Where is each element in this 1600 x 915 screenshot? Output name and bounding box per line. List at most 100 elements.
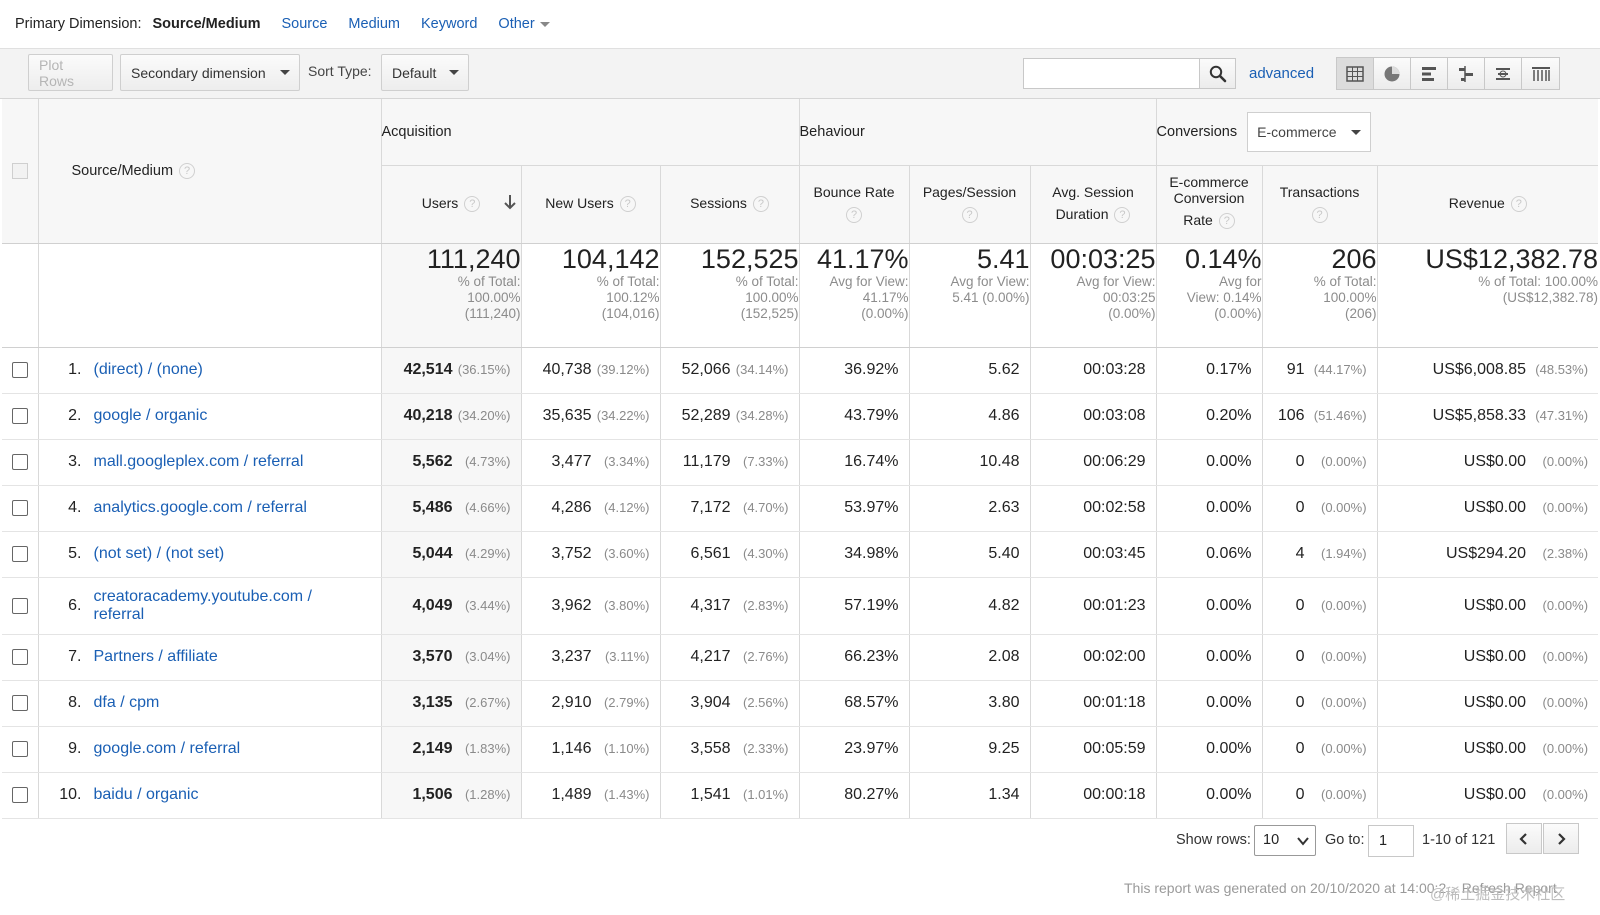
row-checkbox[interactable] [11, 597, 28, 614]
chevron-right-icon [1558, 832, 1566, 845]
help-icon[interactable]: ? [464, 196, 481, 213]
show-rows-label: Show rows: [1176, 832, 1251, 848]
dimension-header[interactable]: Source/Medium? [38, 99, 382, 244]
sort-descending-icon [503, 194, 516, 209]
source-medium-link[interactable]: google / organic [93, 407, 208, 424]
ecr-value: 0.00% [1206, 499, 1252, 516]
source-medium-link[interactable]: (not set) / (not set) [93, 545, 225, 562]
avg-duration-cell: 00:03:28 [1030, 347, 1157, 394]
transactions-total-cell: 206 % of Total: 100.00% (206) [1262, 243, 1378, 348]
plot-rows-button[interactable]: Plot Rows [28, 54, 113, 91]
sessions-percent: (7.33%) [742, 454, 789, 469]
new-users-column-header[interactable]: New Users? [521, 165, 661, 244]
sessions-column-header[interactable]: Sessions? [660, 165, 800, 244]
show-rows-select[interactable]: 10 [1254, 825, 1316, 856]
next-page-button[interactable] [1543, 823, 1579, 854]
ecommerce-conversion-rate-column-header[interactable]: E-commerce Conversion Rate? [1156, 165, 1263, 244]
pie-view-button[interactable] [1374, 58, 1411, 89]
source-medium-link[interactable]: (direct) / (none) [93, 361, 203, 378]
new-users-value: 35,635 [542, 407, 592, 424]
row-index: 8. [68, 694, 82, 711]
goto-page-input[interactable]: 1 [1368, 825, 1414, 857]
transactions-column-header[interactable]: Transactions? [1262, 165, 1378, 244]
conversions-group-label: Conversions [1156, 123, 1238, 140]
previous-page-button[interactable] [1506, 823, 1542, 854]
help-icon[interactable]: ? [1311, 207, 1328, 224]
new-users-value: 3,237 [551, 648, 592, 665]
revenue-column-header[interactable]: Revenue? [1377, 165, 1599, 244]
term-cloud-view-button[interactable] [1485, 58, 1522, 89]
row-select-cell [2, 485, 39, 532]
source-medium-link[interactable]: Partners / affiliate [93, 648, 218, 665]
primary-dimension-source[interactable]: Source [281, 16, 328, 32]
row-checkbox[interactable] [11, 787, 28, 803]
transactions-cell: 0 (0.00%) [1262, 772, 1378, 819]
help-icon[interactable]: ? [846, 207, 863, 224]
row-checkbox[interactable] [11, 546, 28, 562]
total-note-line: 00:03:25 [1102, 289, 1156, 305]
source-medium-link[interactable]: dfa / cpm [93, 694, 160, 711]
performance-view-icon [1422, 66, 1436, 81]
row-index: 9. [68, 740, 82, 757]
row-checkbox[interactable] [11, 362, 28, 378]
row-checkbox[interactable] [11, 741, 28, 757]
secondary-dimension-dropdown[interactable]: Secondary dimension [120, 54, 300, 91]
bounce-rate-column-header[interactable]: Bounce Rate? [799, 165, 910, 244]
help-icon[interactable]: ? [1510, 196, 1527, 213]
comparison-view-button[interactable] [1448, 58, 1485, 89]
primary-dimension-keyword[interactable]: Keyword [421, 16, 478, 32]
primary-dimension-label: Primary Dimension: [15, 16, 142, 32]
search-input[interactable] [1023, 58, 1199, 89]
row-select-cell [2, 680, 39, 727]
conversions-type-dropdown[interactable]: E-commerce [1247, 111, 1372, 152]
help-icon[interactable]: ? [1114, 207, 1131, 224]
sort-type-dropdown[interactable]: Default [381, 54, 469, 91]
help-icon[interactable]: ? [752, 196, 769, 213]
advanced-filter-link[interactable]: advanced [1249, 65, 1315, 82]
source-medium-link[interactable]: google.com / referral [93, 740, 241, 757]
total-note-line: View: 0.14% [1186, 289, 1262, 305]
pivot-view-button[interactable] [1522, 58, 1559, 89]
bounce-rate-cell: 43.79% [799, 393, 910, 440]
row-checkbox[interactable] [11, 454, 28, 470]
ecr-value: 0.00% [1206, 596, 1252, 614]
pages-session-column-header[interactable]: Pages/Session? [909, 165, 1031, 244]
row-checkbox[interactable] [11, 695, 28, 711]
table-view-button[interactable] [1337, 58, 1374, 89]
row-checkbox[interactable] [11, 408, 28, 424]
source-medium-link[interactable]: baidu / organic [93, 786, 199, 803]
report-generated-note: This report was generated on 20/10/2020 … [1124, 880, 1557, 896]
row-checkbox[interactable] [11, 649, 28, 665]
row-select-cell [2, 634, 39, 681]
performance-view-button[interactable] [1411, 58, 1448, 89]
table-row: 2. google / organic 40,218 (34.20%) 35,635 (3… [2, 393, 1599, 440]
users-column-header[interactable]: Users? [381, 165, 522, 244]
source-medium-cell: 4. analytics.google.com / referral [38, 485, 382, 532]
select-all-checkbox[interactable] [11, 162, 28, 179]
primary-dimension-medium[interactable]: Medium [348, 16, 400, 32]
sessions-total-value: 152,525 [700, 243, 799, 274]
help-icon[interactable]: ? [961, 207, 978, 224]
ecr-cell: 0.17% [1156, 347, 1263, 394]
source-medium-link[interactable]: creatoracademy.youtube.com / referral [93, 587, 312, 623]
conversions-group-header: Conversions E-commerce [1156, 99, 1599, 166]
revenue-cell: US$0.00 (0.00%) [1377, 439, 1599, 486]
help-icon[interactable]: ? [179, 162, 196, 179]
primary-dimension-other[interactable]: Other [498, 16, 550, 32]
revenue-cell: US$6,008.85 (48.53%) [1377, 347, 1599, 394]
avg-session-duration-column-header[interactable]: Avg. Session Duration? [1030, 165, 1157, 244]
new-users-value: 1,489 [551, 786, 592, 803]
source-medium-link[interactable]: analytics.google.com / referral [93, 499, 307, 516]
avg-duration-cell: 00:03:08 [1030, 393, 1157, 440]
help-icon[interactable]: ? [1218, 213, 1235, 230]
source-medium-link[interactable]: mall.googleplex.com / referral [93, 453, 304, 470]
bounce-rate-value: 53.97% [844, 499, 899, 516]
help-icon[interactable]: ? [619, 196, 636, 213]
row-checkbox[interactable] [11, 500, 28, 516]
avg-duration-value: 00:01:18 [1083, 694, 1146, 711]
sessions-percent: (34.14%) [735, 362, 789, 377]
table-toolbar: Plot Rows Secondary dimension Sort Type:… [0, 49, 1600, 99]
search-button[interactable] [1199, 58, 1236, 89]
users-cell: 4,049 (3.44%) [381, 577, 522, 635]
transactions-value: 91 [1286, 361, 1305, 378]
